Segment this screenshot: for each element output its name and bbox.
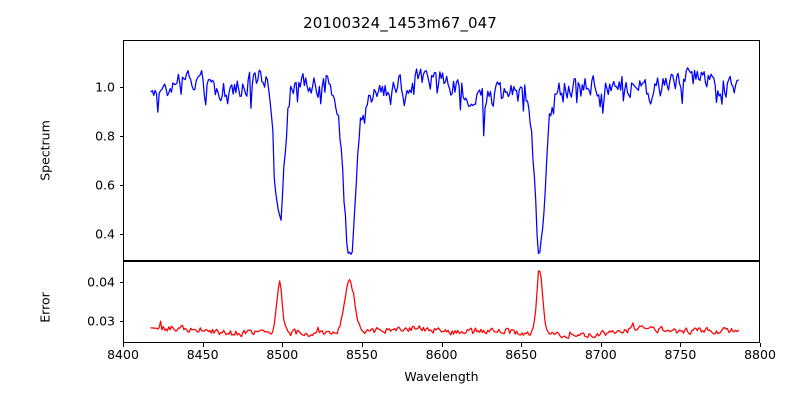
- xtick-mark: [361, 343, 363, 347]
- wavelength-axis-label: Wavelength: [404, 369, 479, 384]
- xtick-mark: [521, 343, 523, 347]
- xtick-mark: [680, 343, 682, 347]
- ytick-error: [119, 320, 123, 323]
- ytick-label-spectrum: 0.8: [95, 128, 115, 144]
- ytick-label-error: 0.03: [87, 313, 115, 329]
- xtick-label: 8650: [505, 347, 538, 362]
- xtick-label: 8600: [425, 347, 458, 362]
- spectrum-plot-panel: [123, 40, 760, 261]
- xtick-label: 8700: [584, 347, 617, 362]
- ytick-spectrum: [119, 86, 123, 88]
- ytick-label-spectrum: 1.0: [95, 79, 115, 95]
- xtick-label: 8750: [664, 347, 697, 362]
- spectrum-trace: [124, 41, 759, 260]
- ytick-label-spectrum: 0.6: [95, 177, 115, 193]
- ytick-error: [119, 282, 123, 284]
- error-axis-label: Error: [37, 292, 53, 323]
- xtick-label: 8500: [266, 347, 299, 362]
- xtick-mark: [760, 343, 762, 347]
- error-plot-panel: [123, 261, 760, 343]
- spectrum-axis-label: Spectrum: [37, 119, 53, 181]
- ytick-spectrum: [119, 184, 123, 186]
- chart-title: 20100324_1453m67_047: [303, 14, 497, 32]
- ytick-spectrum: [119, 135, 123, 137]
- error-trace: [124, 262, 759, 342]
- xtick-label: 8800: [744, 347, 776, 362]
- ytick-label-error: 0.04: [87, 274, 115, 290]
- xtick-label: 8450: [186, 347, 219, 362]
- xtick-mark: [282, 343, 284, 347]
- ytick-spectrum: [119, 233, 123, 236]
- xtick-mark: [123, 343, 125, 347]
- ytick-label-spectrum: 0.4: [95, 226, 115, 242]
- xtick-label: 8550: [345, 347, 378, 362]
- xtick-label: 8400: [107, 347, 139, 362]
- xtick-mark: [202, 343, 204, 347]
- xtick-mark: [600, 343, 602, 347]
- xtick-mark: [441, 343, 443, 347]
